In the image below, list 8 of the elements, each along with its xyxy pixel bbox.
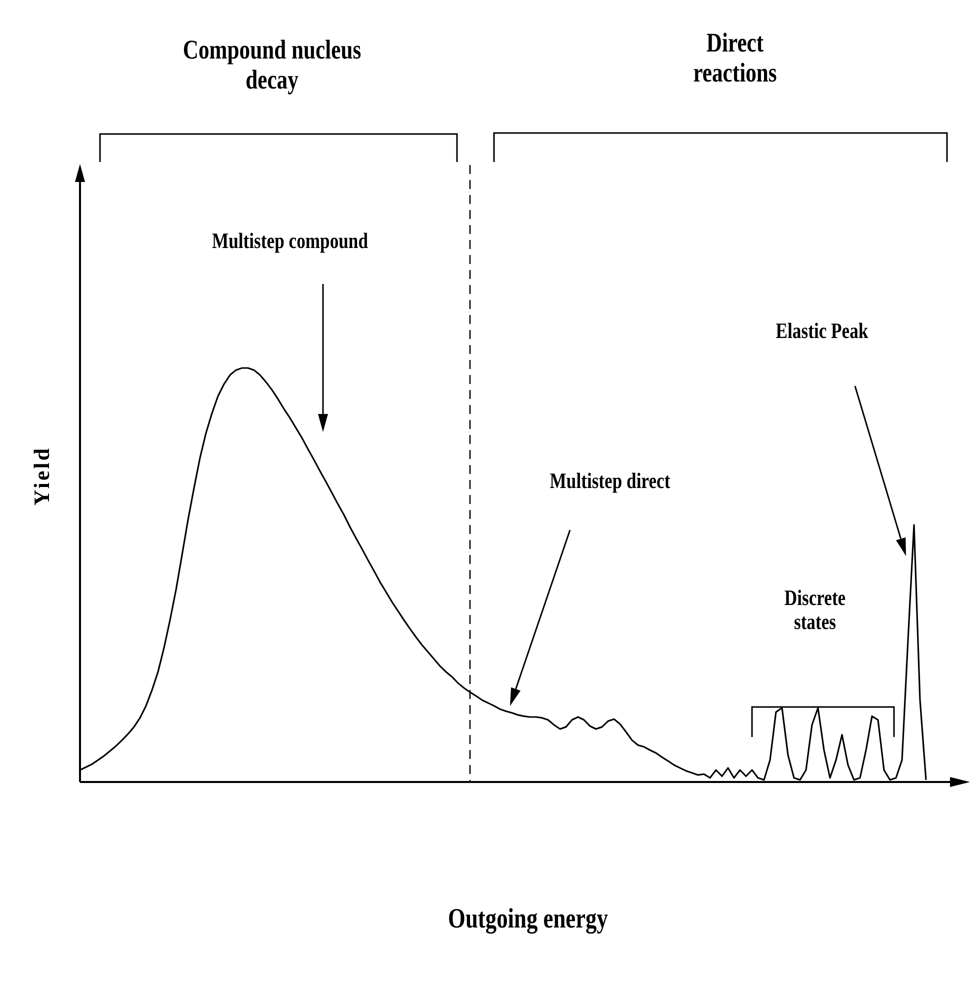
- x-axis-title: Outgoing energy: [448, 904, 608, 936]
- annotation: Multistep direct: [550, 468, 670, 494]
- annotation: Discrete states: [783, 584, 847, 634]
- text: Compound nucleus decay: [182, 34, 362, 95]
- text: Elastic Peak: [776, 318, 868, 344]
- text: Multistep compound: [212, 228, 368, 254]
- text: Direct reactions: [692, 27, 778, 88]
- y-axis-title: Yield: [28, 446, 54, 506]
